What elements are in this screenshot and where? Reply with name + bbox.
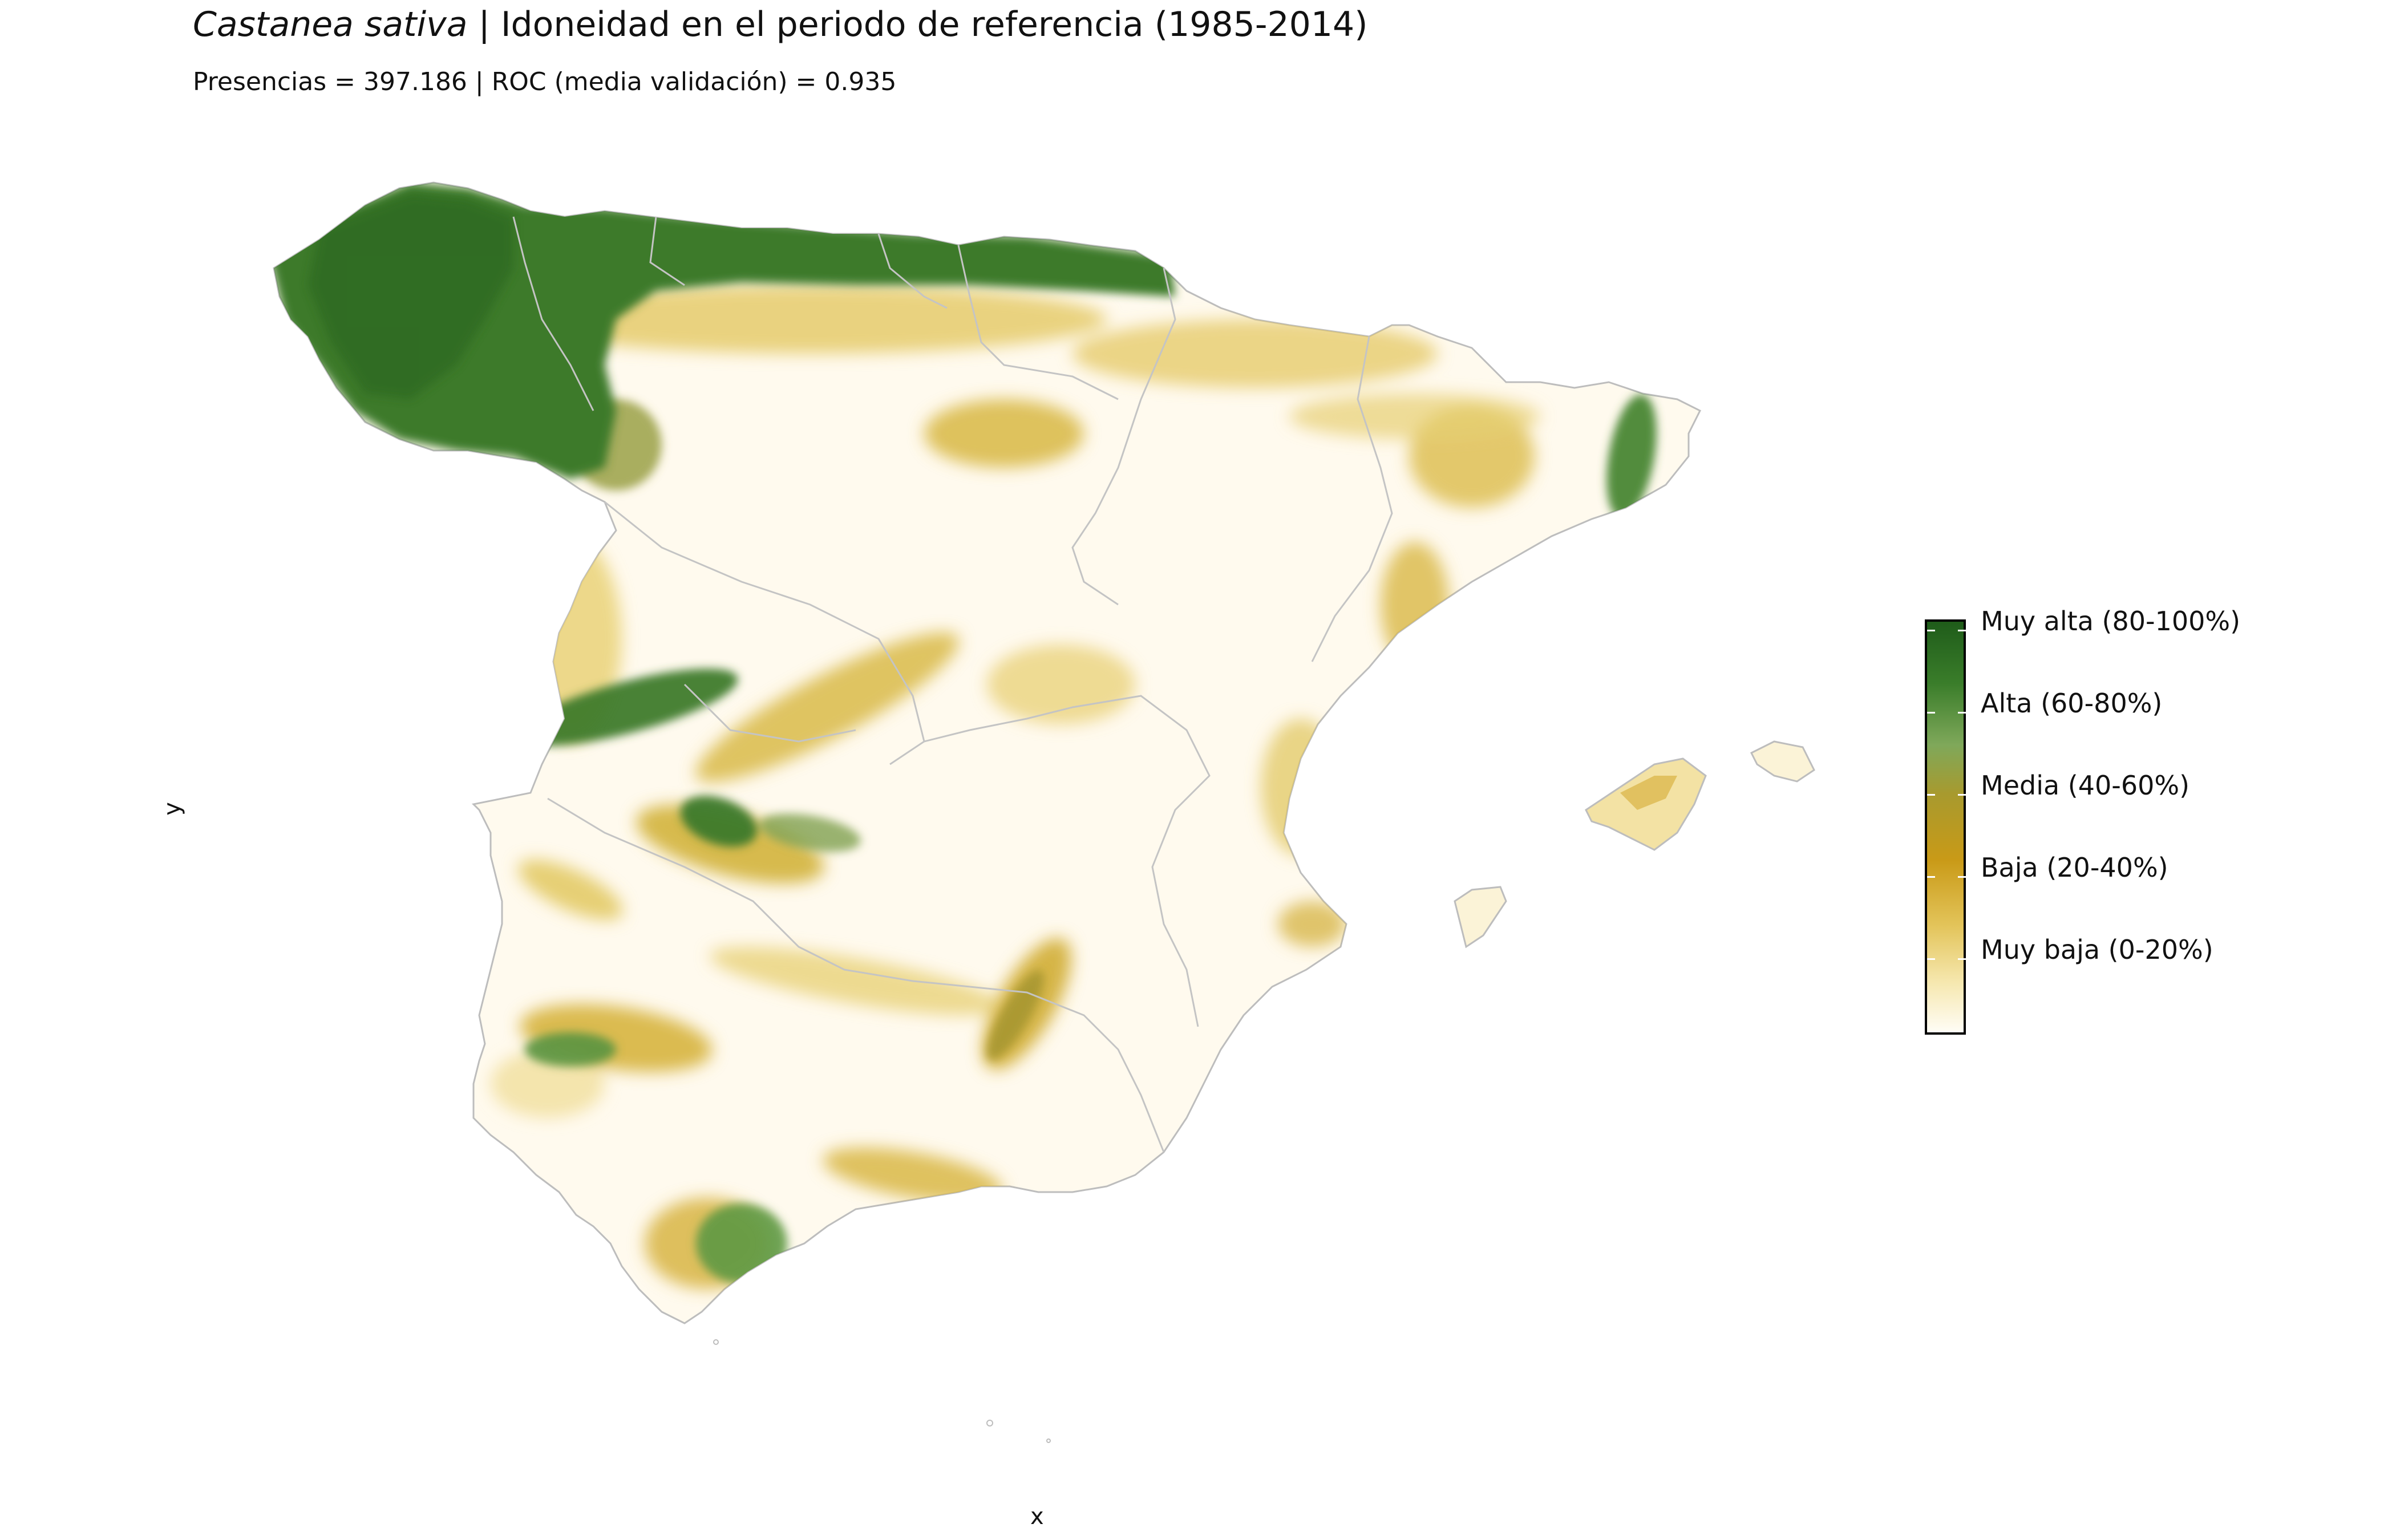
region-borders (512, 216, 1393, 1153)
y-axis-label: y (159, 802, 185, 816)
title-text: | Idoneidad en el periodo de referencia … (467, 5, 1368, 44)
legend-label-very-high: Muy alta (80-100%) (1981, 606, 2241, 637)
species-name: Castanea sativa (193, 5, 468, 44)
small-island-dot (713, 1339, 719, 1345)
chart-subtitle: Presencias = 397.186 | ROC (media valida… (193, 67, 897, 96)
balearic-islands (1454, 740, 1815, 949)
legend-label-high: Alta (60-80%) (1981, 688, 2163, 719)
chart-title: Castanea sativa | Idoneidad en el period… (193, 5, 1368, 44)
x-axis-label: x (1030, 1503, 1044, 1530)
legend-colorbar (1925, 619, 1966, 1035)
legend-label-very-low: Muy baja (0-20%) (1981, 934, 2213, 965)
legend-label-low: Baja (20-40%) (1981, 852, 2168, 883)
small-island-dot (986, 1420, 993, 1426)
small-island-dot (1046, 1438, 1051, 1443)
legend-label-medium: Media (40-60%) (1981, 770, 2190, 801)
